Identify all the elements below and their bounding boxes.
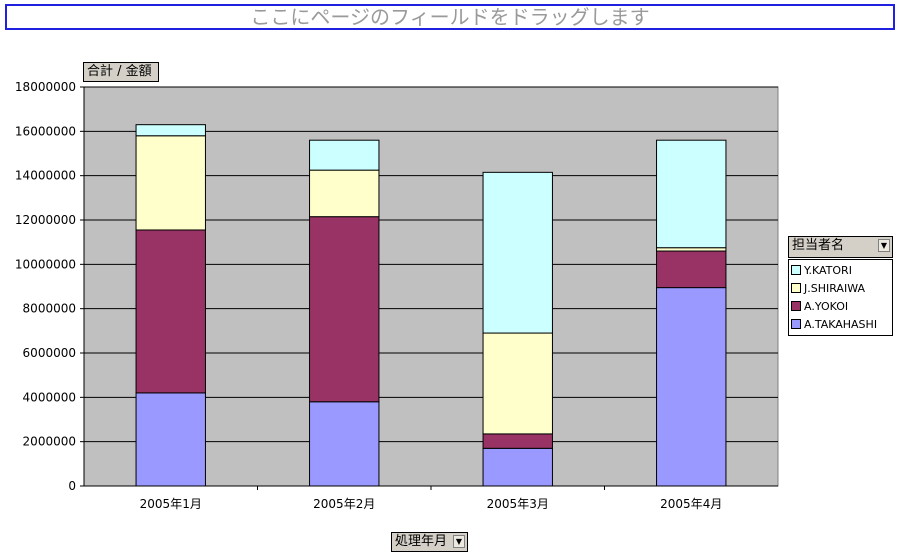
series-field-label: 担当者名 [792, 238, 845, 253]
page-field-drop-zone[interactable]: ここにページのフィールドをドラッグします [5, 4, 895, 30]
bar-segment [309, 401, 380, 487]
x-tick-label: 2005年3月 [487, 497, 549, 511]
y-tick-label: 4000000 [23, 390, 76, 404]
bar-segment [482, 332, 553, 435]
bar-segment [135, 135, 206, 231]
legend-entry: A.TAKAHASHI [791, 317, 877, 333]
legend-label: J.SHIRAIWA [804, 282, 866, 295]
bar-segment [135, 229, 206, 394]
legend-label: Y.KATORI [804, 264, 852, 277]
y-tick-label: 18000000 [15, 80, 76, 94]
x-tick-label: 2005年4月 [660, 497, 722, 511]
bar-segment [656, 250, 727, 289]
bar-segment [482, 433, 553, 449]
series-field-button[interactable]: 担当者名 ▼ [788, 236, 893, 258]
y-tick-label: 14000000 [15, 169, 76, 183]
legend-swatch [791, 319, 801, 329]
bar-segment [309, 169, 380, 218]
bar-segment [135, 392, 206, 487]
x-tick-label: 2005年1月 [140, 497, 202, 511]
chevron-down-icon[interactable]: ▼ [453, 535, 465, 548]
legend: Y.KATORI J.SHIRAIWA A.YOKOI A.TAKAHASHI [788, 259, 893, 336]
y-tick-label: 8000000 [23, 302, 76, 316]
y-tick-label: 0 [68, 479, 76, 493]
legend-label: A.YOKOI [804, 300, 849, 313]
chevron-down-icon[interactable]: ▼ [878, 239, 890, 252]
legend-swatch [791, 265, 801, 275]
y-tick-label: 12000000 [15, 213, 76, 227]
category-field-button[interactable]: 処理年月 ▼ [391, 532, 468, 552]
data-field-button[interactable]: 合計 / 金額 [83, 62, 159, 82]
legend-entry: Y.KATORI [791, 263, 852, 279]
legend-swatch [791, 301, 801, 311]
y-tick-label: 6000000 [23, 346, 76, 360]
bar-segment [482, 447, 553, 487]
y-tick-label: 16000000 [15, 124, 76, 138]
y-tick-label: 2000000 [23, 435, 76, 449]
bar-segment [482, 171, 553, 334]
legend-label: A.TAKAHASHI [804, 318, 878, 331]
bar-segment [656, 139, 727, 249]
data-field-label: 合計 / 金額 [87, 64, 152, 79]
y-tick-label: 10000000 [15, 257, 76, 271]
bar-segment [656, 287, 727, 487]
bar-segment [135, 124, 206, 137]
bar-segment [309, 216, 380, 403]
legend-swatch [791, 283, 801, 293]
category-field-label: 処理年月 [395, 534, 448, 549]
legend-entry: A.YOKOI [791, 299, 848, 315]
bar-segment [309, 139, 380, 171]
legend-entry: J.SHIRAIWA [791, 281, 865, 297]
x-tick-label: 2005年2月 [313, 497, 375, 511]
